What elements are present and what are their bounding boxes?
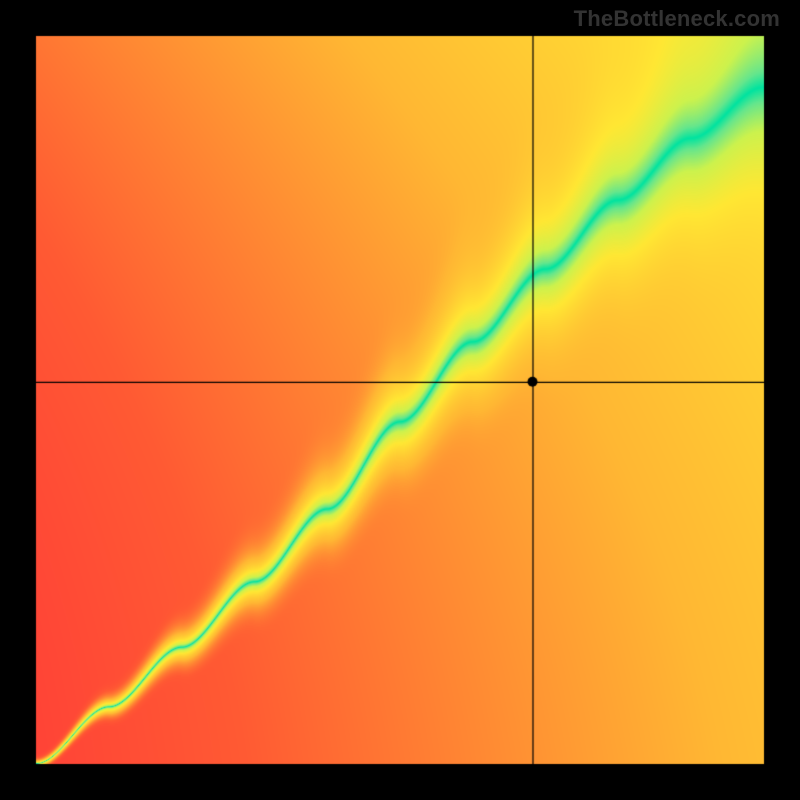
- watermark-text: TheBottleneck.com: [574, 6, 780, 32]
- heatmap-canvas: [0, 0, 800, 800]
- chart-container: TheBottleneck.com: [0, 0, 800, 800]
